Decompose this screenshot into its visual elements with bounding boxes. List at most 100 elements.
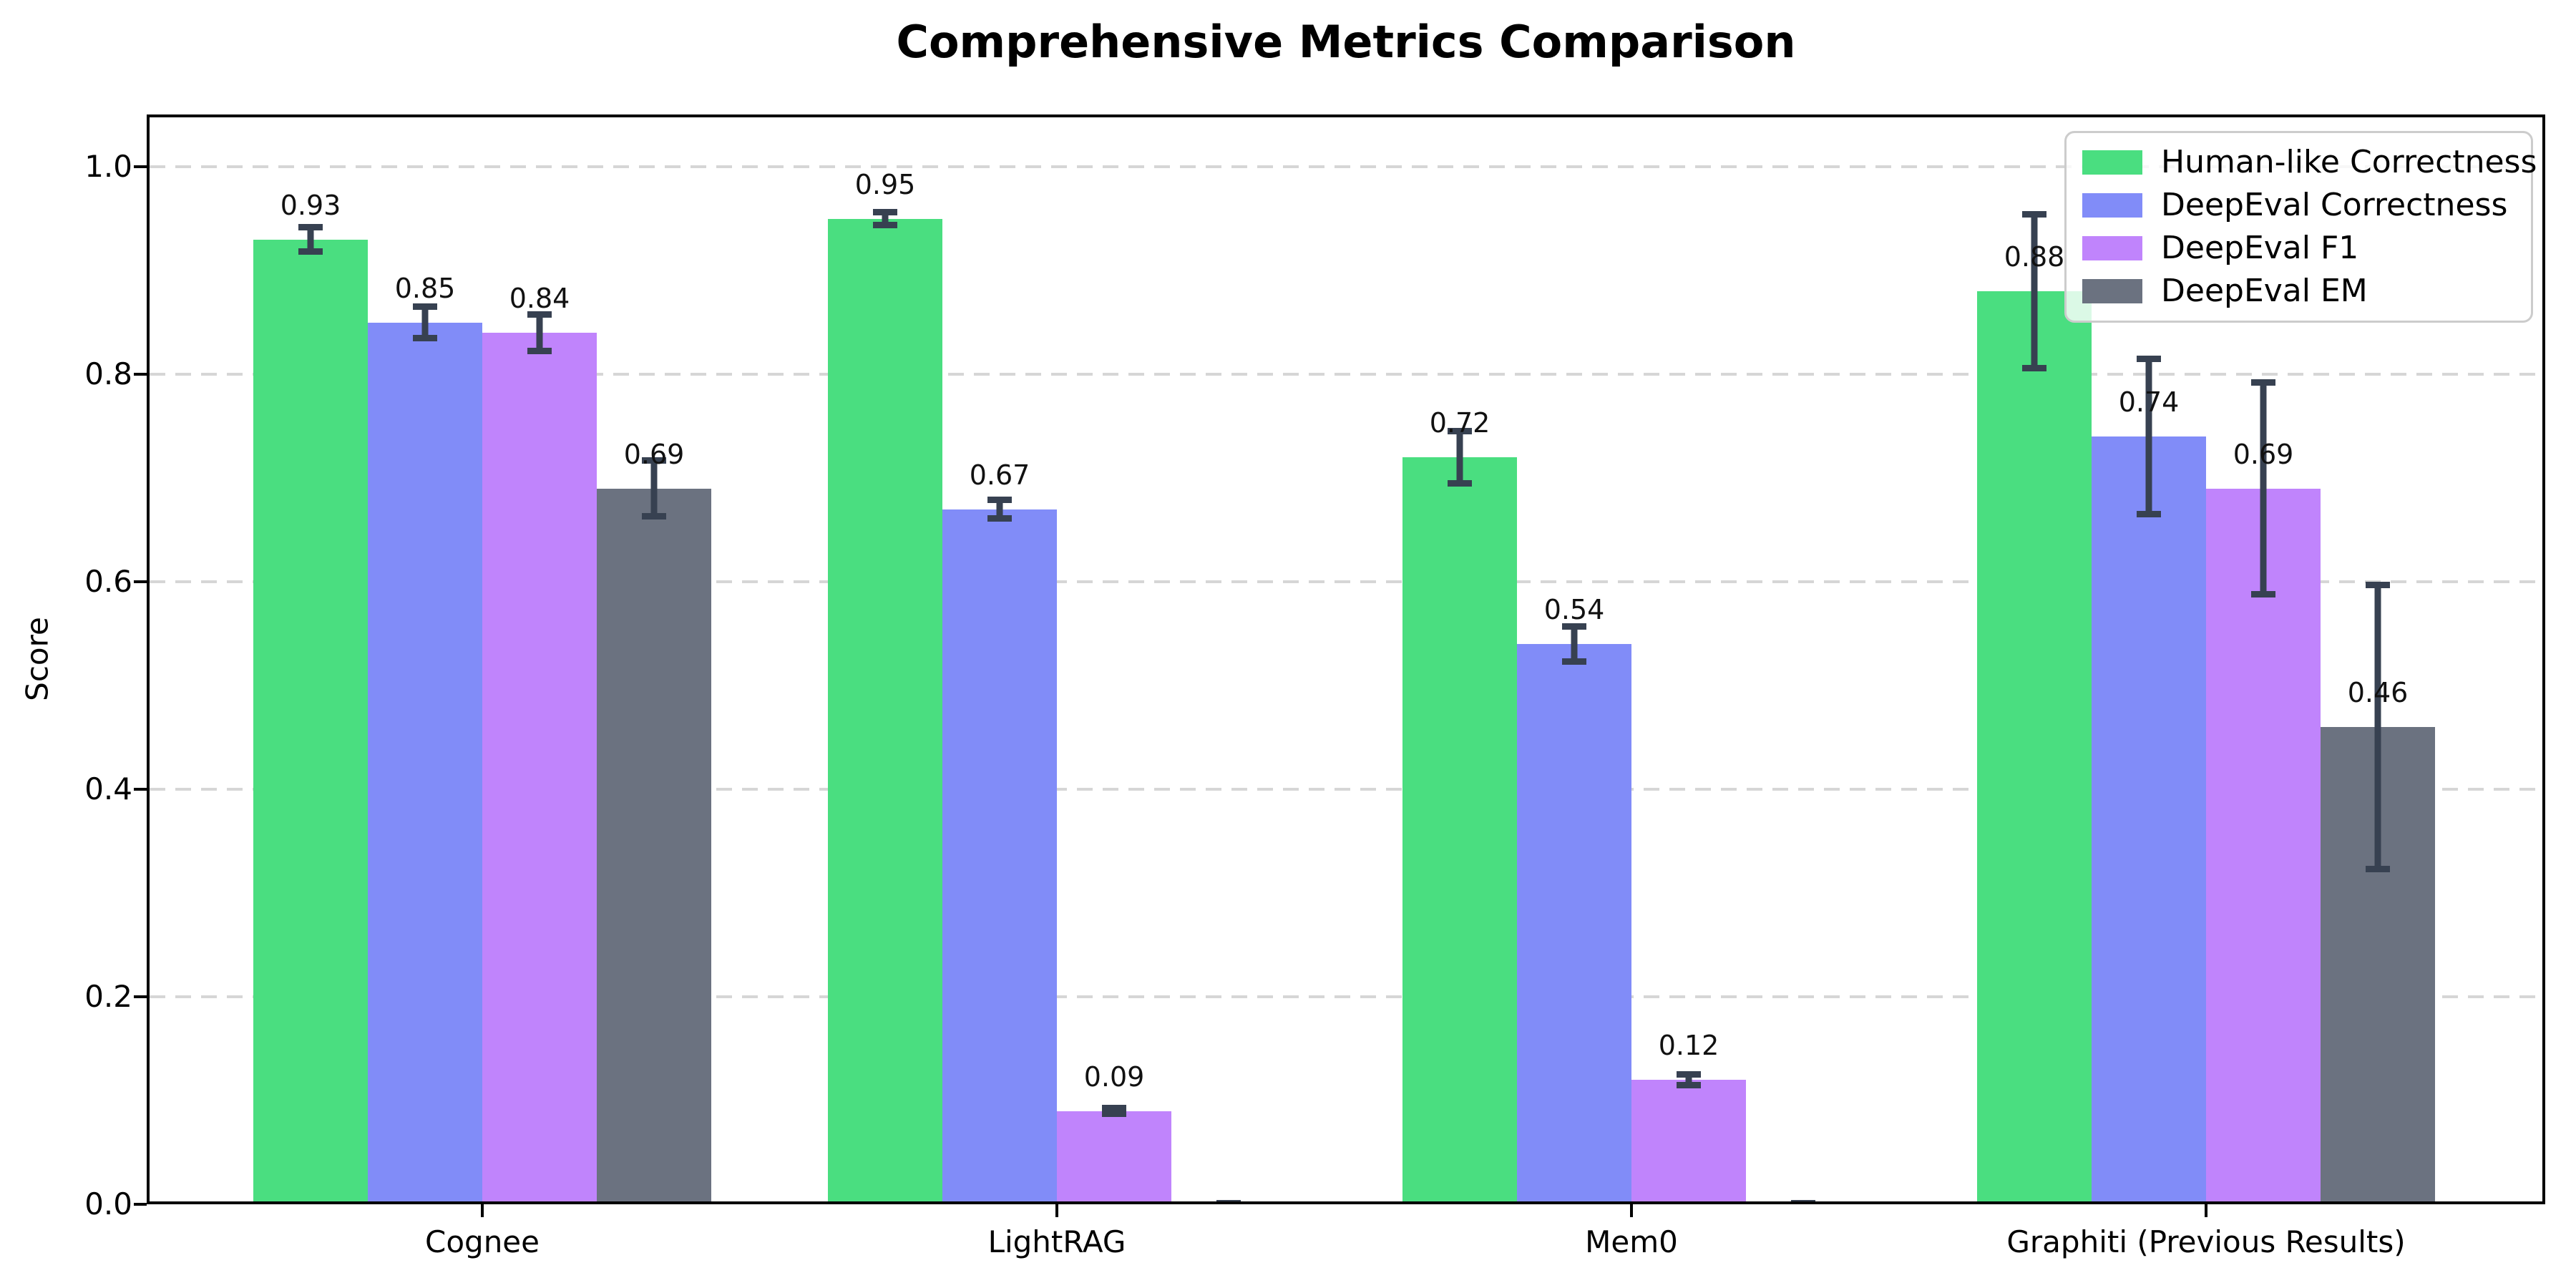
gridline: [150, 373, 2542, 376]
error-bar-cap-top: [642, 457, 666, 464]
bar-value-label: 0.88: [2004, 241, 2065, 273]
x-tick-label: Mem0: [1585, 1224, 1678, 1259]
error-bar-cap-bottom: [298, 248, 323, 255]
error-bar-cap-bottom: [1102, 1111, 1126, 1118]
bar: [597, 488, 711, 1201]
bar-value-label: 0.95: [854, 168, 916, 200]
error-bar: [1216, 1200, 1241, 1204]
error-bar: [2366, 582, 2390, 872]
error-bar-cap-top: [2137, 355, 2161, 362]
error-bar: [1791, 1200, 1815, 1204]
x-tick-label: LightRAG: [987, 1224, 1126, 1259]
x-tick-mark: [1055, 1204, 1058, 1217]
gridline: [150, 788, 2542, 791]
bar: [253, 239, 368, 1201]
bar-value-label: 0.93: [280, 189, 341, 221]
error-bar-cap-top: [2251, 379, 2275, 386]
bar: [828, 218, 942, 1201]
legend-item: Human-like Correctness: [2082, 145, 2537, 180]
error-bar: [2251, 379, 2275, 597]
error-bar-cap-bottom: [1216, 1202, 1241, 1204]
error-bar: [2022, 211, 2046, 371]
y-tick-label: 1.0: [84, 149, 132, 184]
bar: [2206, 488, 2321, 1201]
error-bar-cap-top: [2022, 211, 2046, 218]
bar-value-label: 0.74: [2118, 386, 2180, 419]
error-bar: [1102, 1104, 1126, 1118]
error-bar-cap-bottom: [2366, 866, 2390, 872]
bar: [482, 333, 597, 1201]
error-bar: [987, 497, 1012, 522]
error-bar: [413, 303, 437, 341]
error-bar-cap-bottom: [1448, 479, 1472, 487]
bar: [1977, 291, 2092, 1201]
error-bar-cap-top: [1448, 428, 1472, 435]
legend-swatch: [2082, 150, 2142, 175]
error-bar-line: [421, 303, 429, 341]
error-bar-cap-bottom: [2251, 590, 2275, 597]
error-bar-line: [536, 311, 543, 355]
error-bar: [1562, 623, 1586, 665]
error-bar-line: [2260, 379, 2267, 597]
legend-item: DeepEval F1: [2082, 230, 2515, 266]
bar-value-label: 0.72: [1429, 407, 1491, 439]
error-bar-cap-bottom: [873, 221, 897, 228]
error-bar-line: [2031, 211, 2038, 371]
error-bar-line: [882, 209, 889, 228]
error-bar-cap-bottom: [527, 348, 552, 355]
error-bar-cap-bottom: [1677, 1081, 1701, 1088]
error-bar-cap-top: [1791, 1200, 1815, 1201]
error-bar-line: [2374, 582, 2381, 872]
bar-value-label: 0.54: [1543, 594, 1605, 626]
bar-value-label: 0.12: [1658, 1030, 1719, 1062]
gridline: [150, 580, 2542, 583]
y-tick-label: 0.0: [84, 1186, 132, 1221]
error-bar: [1448, 428, 1472, 487]
legend-swatch: [2082, 193, 2142, 218]
error-bar-cap-top: [298, 223, 323, 230]
error-bar-cap-top: [987, 497, 1012, 504]
legend-label: DeepEval F1: [2161, 230, 2359, 266]
bar-value-label: 0.69: [2233, 438, 2294, 470]
x-tick-mark: [1630, 1204, 1633, 1217]
error-bar: [2137, 355, 2161, 518]
y-tick-mark: [134, 165, 147, 168]
error-bar: [298, 223, 323, 255]
y-tick-label: 0.8: [84, 356, 132, 391]
error-bar-line: [1685, 1071, 1692, 1088]
bar-value-label: 0.69: [623, 438, 685, 470]
y-axis-label: Score: [19, 617, 55, 701]
gridline: [150, 995, 2542, 998]
error-bar-cap-bottom: [413, 334, 437, 341]
error-bar: [642, 457, 666, 519]
error-bar-cap-bottom: [1791, 1202, 1815, 1204]
bar: [368, 322, 482, 1201]
legend-item: DeepEval Correctness: [2082, 187, 2515, 223]
y-tick-mark: [134, 1203, 147, 1206]
error-bar-cap-top: [413, 303, 437, 311]
y-tick-label: 0.6: [84, 564, 132, 599]
error-bar-cap-top: [1216, 1200, 1241, 1201]
error-bar-cap-top: [527, 311, 552, 318]
error-bar: [527, 311, 552, 355]
y-tick-label: 0.4: [84, 771, 132, 806]
error-bar-cap-top: [873, 209, 897, 216]
error-bar-cap-top: [1562, 623, 1586, 630]
error-bar-line: [650, 457, 658, 519]
error-bar-cap-bottom: [2022, 364, 2046, 371]
bar-value-label: 0.09: [1083, 1060, 1145, 1093]
x-tick-label: Cognee: [425, 1224, 540, 1259]
bar: [1402, 457, 1517, 1201]
error-bar-cap-bottom: [1562, 658, 1586, 665]
error-bar-cap-top: [2366, 582, 2390, 588]
bar: [1057, 1111, 1171, 1201]
bar: [1517, 644, 1631, 1201]
y-tick-mark: [134, 373, 147, 376]
x-tick-label: Graphiti (Previous Results): [2006, 1224, 2406, 1259]
error-bar-cap-bottom: [642, 513, 666, 519]
error-bar-cap-top: [1102, 1104, 1126, 1111]
gridline: [150, 165, 2542, 168]
y-tick-mark: [134, 580, 147, 583]
legend-swatch: [2082, 279, 2142, 303]
y-tick-mark: [134, 788, 147, 791]
